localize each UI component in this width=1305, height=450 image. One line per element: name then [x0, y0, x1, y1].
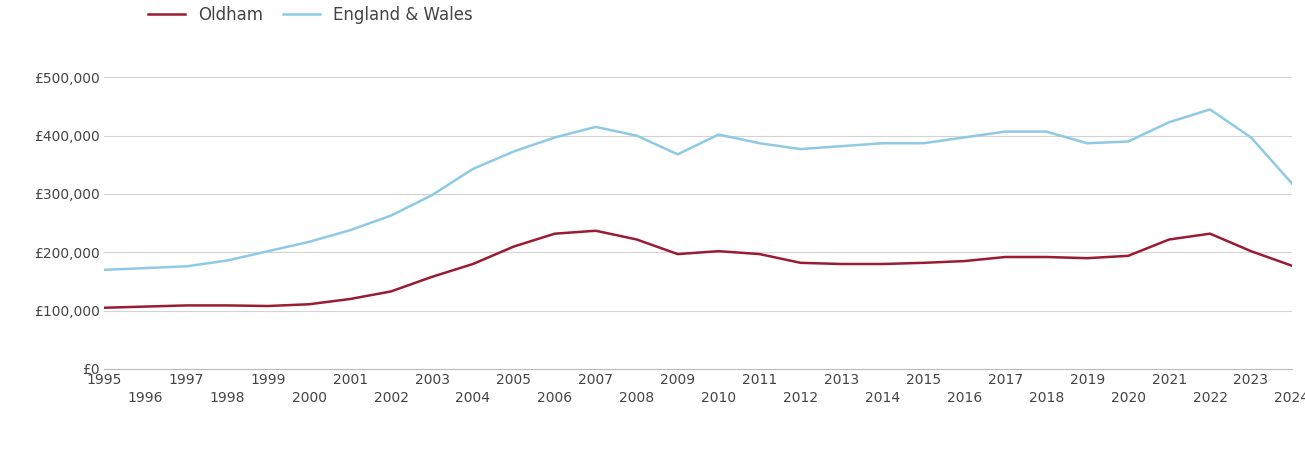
Oldham — [137, 304, 153, 309]
England & Wales — [424, 193, 440, 198]
Line: England & Wales: England & Wales — [104, 109, 1292, 270]
Oldham — [506, 244, 522, 249]
Oldham — [1079, 256, 1095, 261]
England & Wales — [179, 264, 194, 269]
Oldham — [301, 302, 317, 307]
England & Wales — [752, 140, 767, 146]
Oldham — [424, 274, 440, 279]
Oldham — [1202, 231, 1218, 236]
Oldham — [1284, 263, 1300, 269]
England & Wales — [629, 133, 645, 138]
Oldham — [465, 261, 480, 267]
England & Wales — [1244, 135, 1259, 140]
Line: Oldham: Oldham — [104, 231, 1292, 308]
Oldham — [916, 260, 932, 265]
England & Wales — [1120, 139, 1135, 144]
England & Wales — [384, 213, 399, 218]
Oldham — [342, 296, 358, 302]
England & Wales — [997, 129, 1013, 134]
Oldham — [179, 303, 194, 308]
Oldham — [384, 289, 399, 294]
England & Wales — [589, 124, 604, 130]
Oldham — [874, 261, 890, 267]
England & Wales — [1161, 120, 1177, 125]
England & Wales — [916, 140, 932, 146]
Oldham — [834, 261, 850, 267]
England & Wales — [1079, 140, 1095, 146]
Oldham — [1244, 248, 1259, 254]
England & Wales — [342, 227, 358, 233]
England & Wales — [1202, 107, 1218, 112]
Legend: Oldham, England & Wales: Oldham, England & Wales — [149, 6, 474, 24]
England & Wales — [1039, 129, 1054, 134]
Oldham — [711, 248, 727, 254]
England & Wales — [137, 266, 153, 271]
England & Wales — [874, 140, 890, 146]
England & Wales — [301, 239, 317, 244]
England & Wales — [97, 267, 112, 273]
Oldham — [997, 254, 1013, 260]
England & Wales — [792, 146, 808, 152]
Oldham — [1039, 254, 1054, 260]
Oldham — [957, 258, 972, 264]
England & Wales — [261, 248, 277, 254]
Oldham — [97, 305, 112, 310]
Oldham — [1161, 237, 1177, 242]
England & Wales — [506, 148, 522, 154]
England & Wales — [219, 258, 235, 263]
Oldham — [261, 303, 277, 309]
Oldham — [669, 252, 685, 257]
Oldham — [589, 228, 604, 234]
Oldham — [792, 260, 808, 265]
England & Wales — [547, 135, 562, 140]
England & Wales — [1284, 181, 1300, 186]
Oldham — [752, 252, 767, 257]
Oldham — [547, 231, 562, 236]
England & Wales — [711, 132, 727, 137]
Oldham — [1120, 253, 1135, 259]
England & Wales — [834, 144, 850, 149]
Oldham — [629, 237, 645, 242]
Oldham — [219, 303, 235, 308]
England & Wales — [669, 152, 685, 157]
England & Wales — [957, 135, 972, 140]
England & Wales — [465, 166, 480, 171]
